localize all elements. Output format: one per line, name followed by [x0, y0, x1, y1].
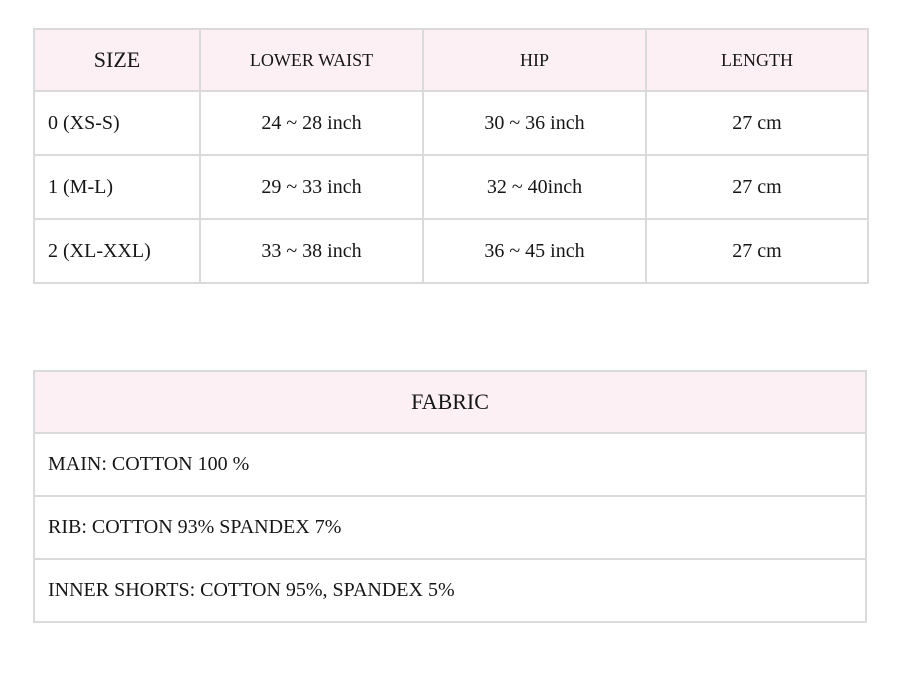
table-row: 0 (XS-S) 24 ~ 28 inch 30 ~ 36 inch 27 cm: [33, 90, 869, 156]
column-header-size: SIZE: [33, 28, 201, 92]
fabric-rib-cell: RIB: COTTON 93% SPANDEX 7%: [33, 495, 867, 560]
size-cell: 0 (XS-S): [33, 90, 201, 156]
fabric-table: FABRIC MAIN: COTTON 100 % RIB: COTTON 93…: [33, 370, 867, 623]
hip-cell: 30 ~ 36 inch: [422, 90, 647, 156]
lower-waist-cell: 29 ~ 33 inch: [199, 154, 424, 220]
column-header-fabric: FABRIC: [33, 370, 867, 434]
column-header-length: LENGTH: [645, 28, 869, 92]
column-header-lower-waist: LOWER WAIST: [199, 28, 424, 92]
fabric-header-row: FABRIC: [33, 370, 867, 434]
length-cell: 27 cm: [645, 154, 869, 220]
length-cell: 27 cm: [645, 218, 869, 284]
hip-cell: 32 ~ 40inch: [422, 154, 647, 220]
size-cell: 1 (M-L): [33, 154, 201, 220]
size-chart-header-row: SIZE LOWER WAIST HIP LENGTH: [33, 28, 869, 92]
hip-cell: 36 ~ 45 inch: [422, 218, 647, 284]
column-header-hip: HIP: [422, 28, 647, 92]
table-row: 2 (XL-XXL) 33 ~ 38 inch 36 ~ 45 inch 27 …: [33, 218, 869, 284]
table-row: RIB: COTTON 93% SPANDEX 7%: [33, 495, 867, 560]
table-row: MAIN: COTTON 100 %: [33, 432, 867, 497]
table-row: 1 (M-L) 29 ~ 33 inch 32 ~ 40inch 27 cm: [33, 154, 869, 220]
lower-waist-cell: 24 ~ 28 inch: [199, 90, 424, 156]
size-chart-table: SIZE LOWER WAIST HIP LENGTH 0 (XS-S) 24 …: [33, 28, 869, 284]
size-cell: 2 (XL-XXL): [33, 218, 201, 284]
length-cell: 27 cm: [645, 90, 869, 156]
fabric-main-cell: MAIN: COTTON 100 %: [33, 432, 867, 497]
table-row: INNER SHORTS: COTTON 95%, SPANDEX 5%: [33, 558, 867, 623]
fabric-inner-shorts-cell: INNER SHORTS: COTTON 95%, SPANDEX 5%: [33, 558, 867, 623]
lower-waist-cell: 33 ~ 38 inch: [199, 218, 424, 284]
